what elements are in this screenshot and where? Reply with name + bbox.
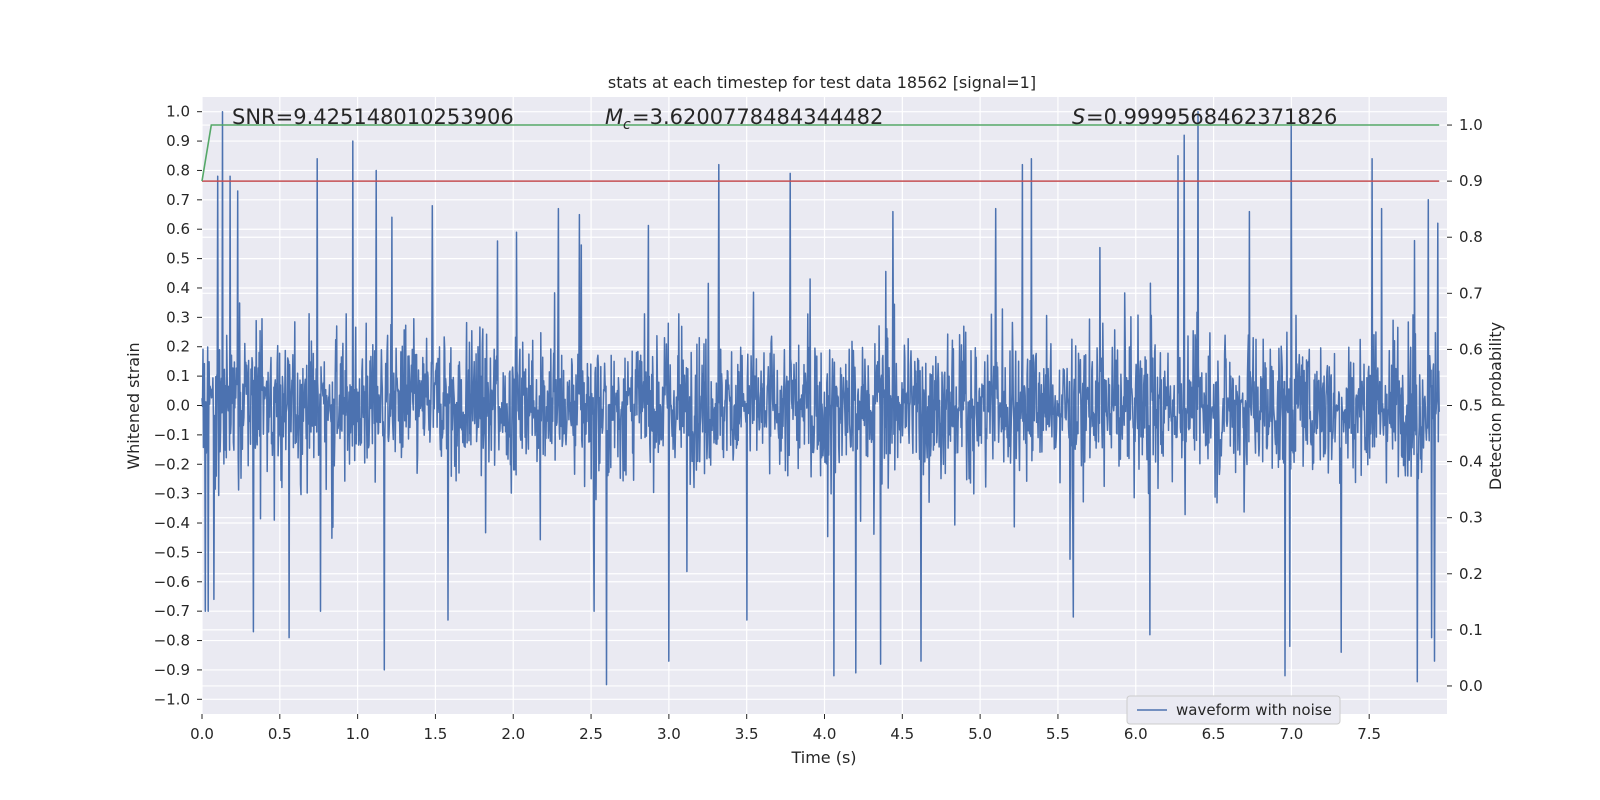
- y-left-tick-label: −0.6: [154, 573, 190, 591]
- y-left-tick-label: 0.6: [166, 220, 190, 238]
- y-right-tick-label: 0.1: [1459, 621, 1483, 639]
- x-tick-label: 3.0: [657, 725, 681, 743]
- y-right-tick-label: 0.2: [1459, 565, 1483, 583]
- y-left-tick-label: 0.5: [166, 250, 190, 268]
- y-axis-left-ticks: 1.0 0.9 0.8 0.7 0.6 0.5 0.4 0.3 0.2 0.1 0.0 −0.1 −0.…: [154, 103, 202, 708]
- x-tick-label: 7.0: [1279, 725, 1303, 743]
- x-tick-label: 4.5: [890, 725, 914, 743]
- s-annotation: S =0.9999568462371826: [1072, 105, 1337, 129]
- y-left-tick-label: −0.3: [154, 485, 190, 503]
- y-left-tick-label: −1.0: [154, 690, 190, 708]
- x-tick-label: 0.0: [190, 725, 214, 743]
- chart-title: stats at each timestep for test data 185…: [608, 73, 1036, 92]
- probability-series: [201, 124, 1440, 182]
- x-tick-label: 1.0: [346, 725, 370, 743]
- mc-symbol: M: [605, 105, 623, 129]
- y-right-tick-label: 0.7: [1459, 284, 1483, 302]
- x-tick-label: 6.0: [1124, 725, 1148, 743]
- y-left-tick-label: 0.7: [166, 191, 190, 209]
- x-tick-label: 2.0: [501, 725, 525, 743]
- y-axis-left-label: Whitened strain: [124, 342, 143, 469]
- y-left-tick-label: −0.4: [154, 514, 190, 532]
- y-left-tick-label: −0.7: [154, 602, 190, 620]
- s-value: =0.9999568462371826: [1086, 105, 1337, 129]
- x-axis-label: Time (s): [790, 748, 856, 767]
- legend-label: waveform with noise: [1176, 701, 1332, 719]
- snr-annotation: SNR=9.425148010253906: [232, 105, 514, 129]
- y-right-tick-label: 0.8: [1459, 228, 1483, 246]
- detection-probability-line: [201, 124, 1440, 182]
- x-tick-label: 0.5: [268, 725, 292, 743]
- x-axis-ticks: 0.0 0.5 1.0 1.5 2.0 2.5 3.0 3.5 4.0 4.5 5.0 5.5 6.0 6…: [190, 714, 1381, 743]
- legend: waveform with noise: [1126, 695, 1341, 725]
- x-tick-label: 7.5: [1357, 725, 1381, 743]
- y-left-tick-label: −0.5: [154, 543, 190, 561]
- x-tick-label: 1.5: [424, 725, 448, 743]
- x-tick-label: 5.0: [968, 725, 992, 743]
- y-left-tick-label: 0.1: [166, 367, 190, 385]
- legend-box: [1126, 695, 1341, 725]
- x-tick-label: 2.5: [579, 725, 603, 743]
- y-right-tick-label: 0.0: [1459, 677, 1483, 695]
- y-right-tick-label: 1.0: [1459, 116, 1483, 134]
- y-left-tick-label: −0.2: [154, 455, 190, 473]
- waveform-series: [201, 110, 1440, 686]
- mc-value: =3.6200778484344482: [632, 105, 883, 129]
- y-axis-right-ticks: 1.0 0.9 0.8 0.7 0.6 0.5 0.4 0.3 0.2 0.1 0.0: [1447, 116, 1483, 695]
- y-right-tick-label: 0.6: [1459, 340, 1483, 358]
- x-tick-label: 4.0: [813, 725, 837, 743]
- y-left-tick-label: −0.8: [154, 632, 190, 650]
- y-left-tick-label: 0.2: [166, 338, 190, 356]
- mc-annotation: M c =3.6200778484344482: [605, 105, 883, 133]
- y-left-tick-label: −0.1: [154, 426, 190, 444]
- y-left-tick-label: 0.4: [166, 279, 190, 297]
- mc-subscript: c: [623, 117, 631, 133]
- y-left-tick-label: 0.8: [166, 161, 190, 179]
- y-left-tick-label: 0.9: [166, 132, 190, 150]
- s-symbol: S: [1072, 105, 1085, 129]
- y-left-tick-label: 0.3: [166, 308, 190, 326]
- y-left-tick-label: 1.0: [166, 103, 190, 121]
- x-tick-label: 3.5: [735, 725, 759, 743]
- y-right-tick-label: 0.9: [1459, 172, 1483, 190]
- y-right-tick-label: 0.3: [1459, 509, 1483, 527]
- y-right-tick-label: 0.5: [1459, 397, 1483, 415]
- y-left-tick-label: −0.9: [154, 661, 190, 679]
- waveform-line: [201, 110, 1440, 686]
- y-right-tick-label: 0.4: [1459, 453, 1483, 471]
- y-axis-right-label: Detection probability: [1486, 322, 1505, 490]
- x-tick-label: 6.5: [1202, 725, 1226, 743]
- y-left-tick-label: 0.0: [166, 397, 190, 415]
- x-tick-label: 5.5: [1046, 725, 1070, 743]
